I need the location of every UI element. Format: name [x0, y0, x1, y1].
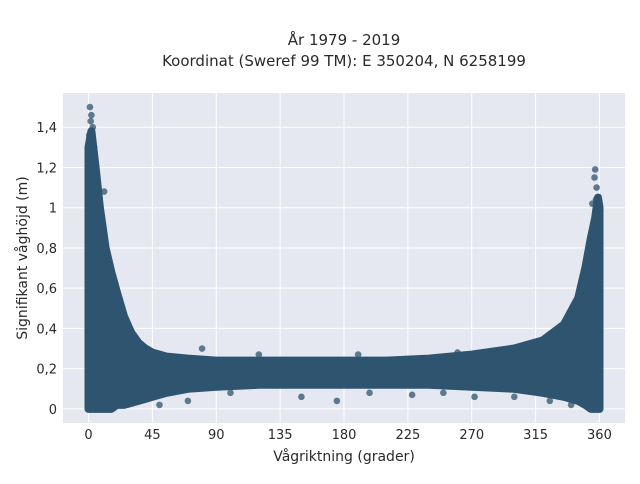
scatter-point — [592, 196, 600, 203]
y-tick-label: 0,8 — [36, 242, 57, 257]
scatter-point — [440, 389, 447, 397]
scatter-point — [593, 184, 600, 191]
x-tick-label: 180 — [332, 428, 357, 443]
x-tick-label: 270 — [459, 428, 484, 443]
scatter-point — [184, 397, 192, 405]
scatter-point — [156, 401, 163, 409]
scatter-point — [87, 117, 94, 125]
scatter-point — [560, 337, 568, 344]
chart-title-line1: År 1979 - 2019 — [288, 30, 401, 49]
scatter-point — [567, 401, 575, 409]
scatter-point — [95, 200, 102, 207]
scatter-point — [454, 349, 461, 356]
scatter-point — [89, 123, 97, 131]
x-tick-label: 135 — [268, 428, 293, 443]
y-tick-label: 1 — [49, 202, 57, 217]
x-tick-label: 360 — [587, 428, 612, 443]
scatter-point — [88, 154, 96, 161]
scatter-point — [408, 391, 416, 399]
y-tick-label: 1,2 — [36, 161, 57, 176]
y-tick-label: 0,4 — [36, 322, 57, 337]
x-tick-label: 90 — [208, 428, 225, 443]
tick-labels: 0 45 90 135 180 225 270 315 360 0 0,2 0,4 0,6 0,8 1 1,2… — [36, 121, 612, 443]
y-tick-label: 0,6 — [36, 282, 57, 297]
y-axis-label: Signifikant våghöjd (m) — [14, 176, 31, 339]
scatter-point — [198, 345, 206, 352]
x-tick-label: 315 — [523, 428, 548, 443]
scatter-point — [366, 389, 373, 397]
scatter-point — [227, 389, 234, 397]
chart-title-line2: Koordinat (Sweref 99 TM): E 350204, N 62… — [162, 52, 526, 70]
scatter-point — [92, 160, 99, 167]
scatter-point — [546, 397, 554, 405]
scatter-point — [591, 166, 599, 173]
data-layer — [84, 103, 604, 413]
x-tick-label: 45 — [144, 428, 161, 443]
scatter-point — [354, 351, 362, 358]
scatter-point — [298, 393, 305, 401]
scatter-point — [471, 393, 478, 401]
scatter-point — [591, 174, 598, 181]
scatter-point — [333, 397, 341, 405]
scatter-point — [86, 103, 94, 111]
x-axis-label: Vågriktning (grader) — [273, 448, 415, 465]
y-tick-label: 1,4 — [36, 121, 57, 136]
scatter-point-cloud — [84, 127, 604, 413]
scatter-point — [85, 131, 93, 139]
x-tick-label: 0 — [84, 428, 92, 443]
scatter-point — [88, 111, 95, 119]
scatter-point — [511, 393, 518, 401]
x-tick-label: 225 — [395, 428, 420, 443]
scatter-point — [525, 343, 532, 350]
scatter-point — [564, 315, 572, 322]
scatter-point — [90, 144, 98, 151]
y-tick-label: 0,2 — [36, 363, 57, 378]
y-tick-label: 0 — [49, 403, 57, 418]
scatter-point — [100, 188, 108, 195]
scatter-point — [255, 351, 263, 358]
